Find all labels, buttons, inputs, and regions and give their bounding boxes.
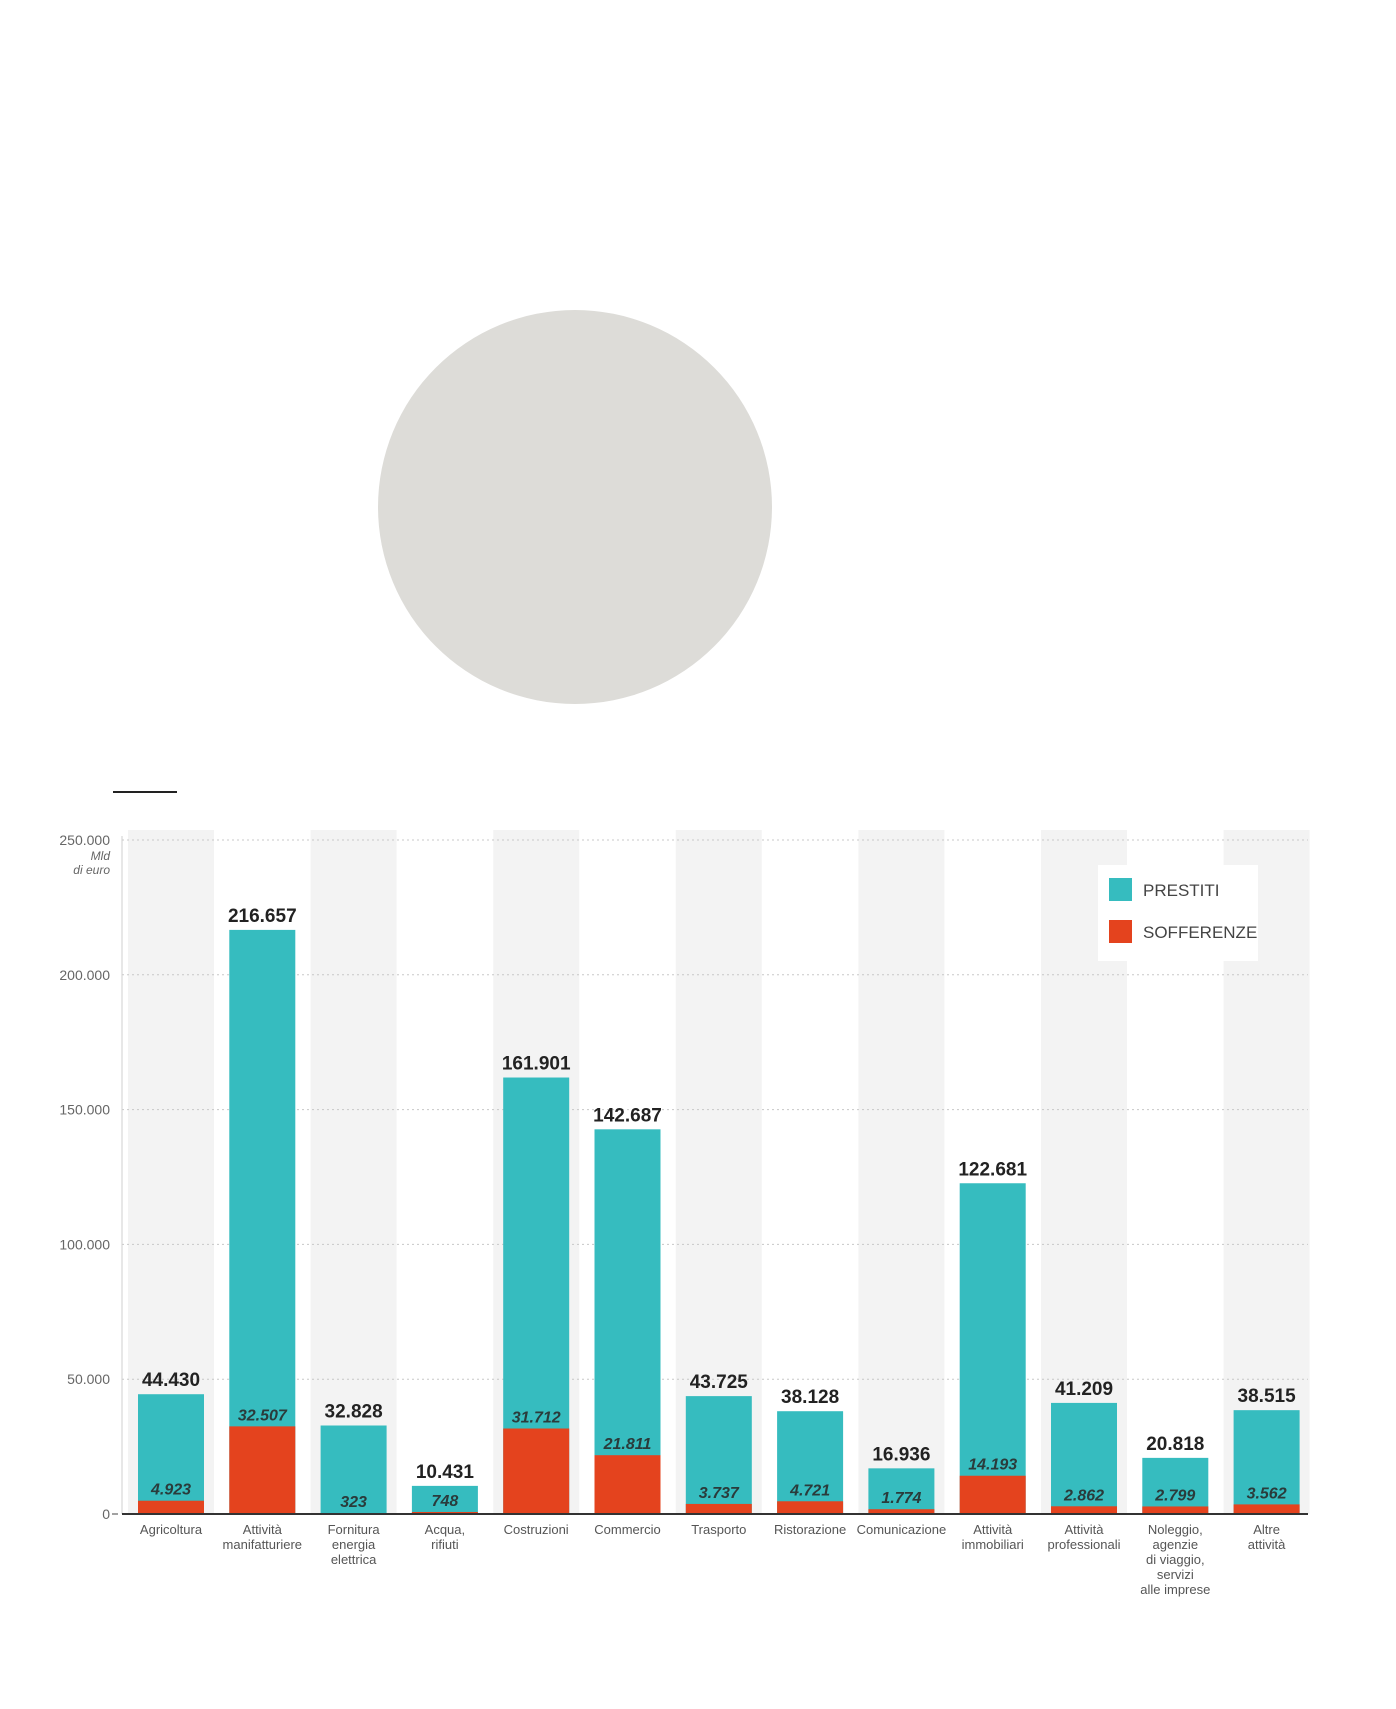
category-label: Comunicazione [857,1522,947,1537]
bar-sofferenze [959,1475,1026,1514]
category-label: manifatturiere [223,1537,302,1552]
bar-sofferenze [503,1428,570,1514]
value-label-prestiti: 44.430 [142,1370,200,1391]
value-label-prestiti: 10.431 [416,1462,475,1483]
category-label: Attività [243,1522,283,1537]
category-label: Altre [1253,1522,1280,1537]
bar-sofferenze [138,1500,204,1514]
bar-sofferenze [777,1501,844,1514]
bar-sofferenze [685,1503,752,1514]
y-tick-label: 100.000 [59,1236,110,1252]
y-tick-label: 250.000 [59,832,110,848]
value-label-sofferenze: 31.712 [512,1410,561,1427]
value-label-sofferenze: 21.811 [603,1436,652,1453]
value-label-sofferenze: 3.562 [1247,1485,1287,1502]
background-stripe [310,830,397,1514]
category-label: elettrica [331,1552,377,1567]
value-label-sofferenze: 323 [340,1494,367,1511]
category-label: Costruzioni [504,1522,569,1537]
legend-label: SOFFERENZE [1143,923,1257,942]
y-tick-label: 50.000 [67,1371,110,1387]
value-label-prestiti: 43.725 [690,1372,749,1393]
value-label-prestiti: 41.209 [1055,1379,1113,1400]
category-label: immobiliari [962,1537,1024,1552]
bar-sofferenze [868,1509,935,1514]
category-label: Commercio [594,1522,660,1537]
value-label-prestiti: 32.828 [325,1401,383,1422]
category-label: alle imprese [1140,1582,1210,1597]
bar-prestiti [1051,1402,1117,1514]
value-label-prestiti: 122.681 [958,1159,1027,1180]
category-label: Acqua, [425,1522,465,1537]
image-placeholder-circle [378,310,772,704]
legend-swatch [1109,878,1132,901]
value-label-sofferenze: 4.721 [789,1482,830,1499]
value-label-sofferenze: 3.737 [699,1485,740,1502]
value-label-prestiti: 20.818 [1146,1434,1204,1455]
category-label: rifiuti [431,1537,459,1552]
value-label-prestiti: 16.936 [872,1444,930,1465]
category-label: agenzie [1153,1537,1199,1552]
y-tick-label: 150.000 [59,1102,110,1118]
y-tick-label: 200.000 [59,967,110,983]
y-unit-label: Mld [91,849,111,863]
category-label: di viaggio, [1146,1552,1205,1567]
bar-prestiti [1233,1410,1300,1514]
background-stripe [858,830,945,1514]
value-label-sofferenze: 2.799 [1154,1487,1195,1504]
value-label-sofferenze: 14.193 [968,1457,1017,1474]
bar-prestiti [138,1394,204,1514]
bar-prestiti [959,1183,1026,1514]
value-label-sofferenze: 1.774 [881,1490,921,1507]
legend-swatch [1109,920,1132,943]
category-label: Noleggio, [1148,1522,1203,1537]
bar-prestiti [777,1411,844,1514]
bar-prestiti [411,1485,478,1514]
section-rule [113,791,177,793]
y-unit-label: di euro [73,863,110,877]
category-label: attività [1248,1537,1286,1552]
category-label: Attività [973,1522,1013,1537]
bar-sofferenze [594,1455,661,1514]
bar-sofferenze [1051,1506,1117,1514]
legend-label: PRESTITI [1143,881,1220,900]
value-label-prestiti: 216.657 [228,906,297,927]
category-label: professionali [1048,1537,1121,1552]
category-label: servizi [1157,1567,1194,1582]
bar-prestiti [685,1396,752,1514]
value-label-sofferenze: 32.507 [238,1407,288,1424]
value-label-prestiti: 38.515 [1238,1386,1297,1407]
value-label-prestiti: 161.901 [502,1054,571,1075]
bar-sofferenze [229,1426,296,1514]
y-tick-label: 0 [102,1506,110,1522]
category-label: Fornitura [328,1522,381,1537]
category-label: energia [332,1537,376,1552]
bar-prestiti [594,1129,661,1514]
bar-prestiti [1142,1457,1209,1514]
bar-sofferenze [1233,1504,1300,1514]
category-label: Trasporto [691,1522,746,1537]
bar-prestiti [868,1468,935,1514]
value-label-prestiti: 142.687 [593,1105,662,1126]
category-label: Attività [1064,1522,1104,1537]
value-label-prestiti: 38.128 [781,1387,839,1408]
stacked-bar-chart: 050.000100.000150.000200.000250.000Mlddi… [59,830,1310,1597]
bar-prestiti [320,1425,387,1514]
bar-prestiti [229,929,296,1514]
value-label-sofferenze: 2.862 [1063,1487,1104,1504]
bar-sofferenze [411,1511,478,1514]
bar-sofferenze [1142,1506,1209,1514]
category-label: Ristorazione [774,1522,846,1537]
value-label-sofferenze: 748 [432,1493,459,1510]
category-label: Agricoltura [140,1522,203,1537]
value-label-sofferenze: 4.923 [150,1482,191,1499]
